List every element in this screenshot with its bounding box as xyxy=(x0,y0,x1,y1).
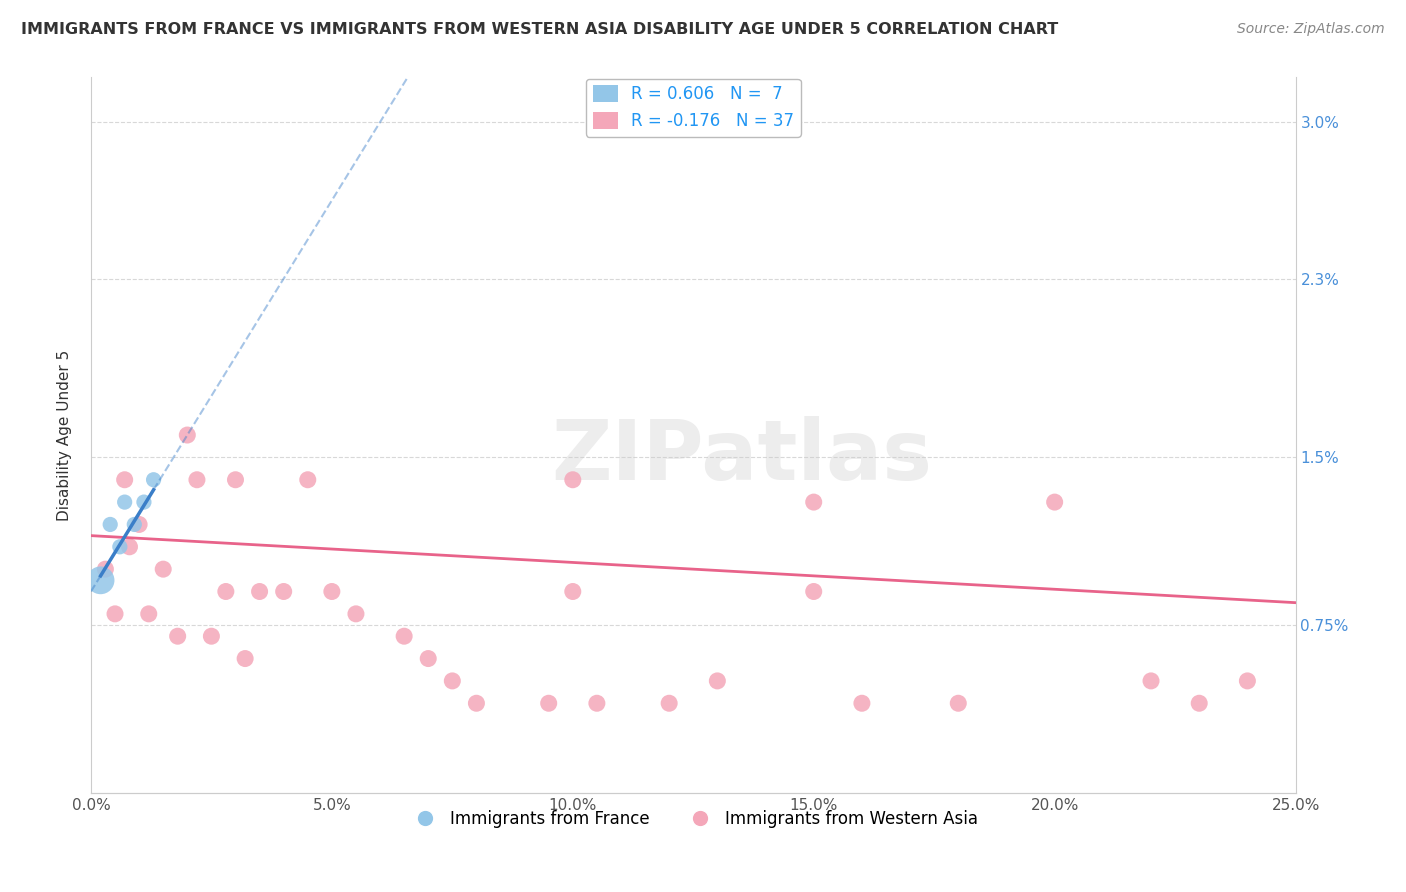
Point xyxy=(215,584,238,599)
Point xyxy=(142,473,165,487)
Point xyxy=(465,696,488,710)
Point xyxy=(658,696,681,710)
Y-axis label: Disability Age Under 5: Disability Age Under 5 xyxy=(58,350,72,521)
Point xyxy=(803,495,825,509)
Point xyxy=(118,540,141,554)
Point xyxy=(418,651,440,665)
Point xyxy=(249,584,271,599)
Point xyxy=(561,473,583,487)
Point xyxy=(108,540,131,554)
Point xyxy=(132,495,155,509)
Point xyxy=(537,696,560,710)
Point xyxy=(297,473,319,487)
Text: Source: ZipAtlas.com: Source: ZipAtlas.com xyxy=(1237,22,1385,37)
Legend: Immigrants from France, Immigrants from Western Asia: Immigrants from France, Immigrants from … xyxy=(402,803,984,834)
Point xyxy=(176,428,198,442)
Point xyxy=(1236,673,1258,688)
Point xyxy=(803,584,825,599)
Point xyxy=(344,607,367,621)
Point xyxy=(128,517,150,532)
Point xyxy=(166,629,188,643)
Point xyxy=(186,473,208,487)
Point xyxy=(233,651,256,665)
Text: IMMIGRANTS FROM FRANCE VS IMMIGRANTS FROM WESTERN ASIA DISABILITY AGE UNDER 5 CO: IMMIGRANTS FROM FRANCE VS IMMIGRANTS FRO… xyxy=(21,22,1059,37)
Point xyxy=(1188,696,1211,710)
Point xyxy=(200,629,222,643)
Point xyxy=(114,473,136,487)
Point xyxy=(98,517,121,532)
Point xyxy=(586,696,609,710)
Point xyxy=(851,696,873,710)
Point xyxy=(138,607,160,621)
Point xyxy=(1043,495,1066,509)
Point xyxy=(273,584,295,599)
Point xyxy=(561,584,583,599)
Point xyxy=(90,574,112,588)
Point xyxy=(441,673,464,688)
Point xyxy=(392,629,415,643)
Point xyxy=(224,473,246,487)
Point xyxy=(948,696,970,710)
Text: ZIPatlas: ZIPatlas xyxy=(551,416,932,497)
Point xyxy=(1140,673,1163,688)
Point xyxy=(114,495,136,509)
Point xyxy=(104,607,127,621)
Point xyxy=(706,673,728,688)
Point xyxy=(152,562,174,576)
Point xyxy=(321,584,343,599)
Point xyxy=(124,517,146,532)
Point xyxy=(94,562,117,576)
